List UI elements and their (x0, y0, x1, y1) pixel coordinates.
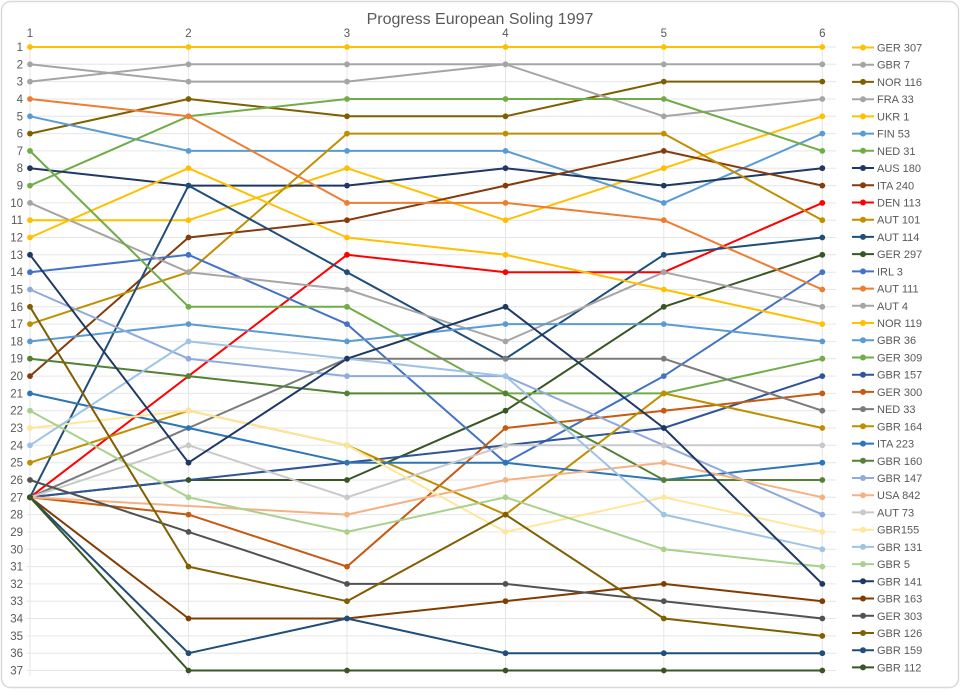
svg-text:AUT 111: AUT 111 (877, 284, 919, 296)
svg-text:AUT 4: AUT 4 (877, 301, 908, 313)
svg-text:13: 13 (10, 250, 23, 262)
svg-text:20: 20 (10, 371, 23, 383)
svg-text:27: 27 (10, 492, 23, 504)
svg-text:6: 6 (819, 28, 825, 40)
svg-text:USA 842: USA 842 (877, 490, 920, 502)
svg-text:GBR 141: GBR 141 (877, 576, 922, 588)
svg-text:AUT 114: AUT 114 (877, 232, 919, 244)
svg-text:9: 9 (17, 181, 23, 193)
svg-text:23: 23 (10, 423, 23, 435)
svg-text:AUS 180: AUS 180 (877, 163, 921, 175)
svg-text:NOR 119: NOR 119 (877, 318, 922, 330)
svg-text:NED 31: NED 31 (877, 146, 916, 158)
svg-text:22: 22 (10, 406, 23, 418)
svg-text:33: 33 (10, 596, 23, 608)
svg-text:2: 2 (17, 59, 23, 71)
svg-text:12: 12 (10, 233, 23, 245)
svg-text:Progress European Soling 1997: Progress European Soling 1997 (367, 11, 594, 28)
svg-text:7: 7 (17, 146, 23, 158)
svg-text:18: 18 (10, 336, 23, 348)
svg-text:30: 30 (10, 544, 23, 556)
svg-text:GER 303: GER 303 (877, 611, 922, 623)
svg-text:GER 307: GER 307 (877, 43, 922, 55)
svg-text:ITA 223: ITA 223 (877, 439, 914, 451)
svg-text:GER 297: GER 297 (877, 249, 922, 261)
svg-text:4: 4 (502, 28, 509, 40)
svg-text:FRA 33: FRA 33 (877, 94, 914, 106)
svg-text:NOR 116: NOR 116 (877, 77, 922, 89)
svg-text:ITA 240: ITA 240 (877, 180, 914, 192)
svg-text:GBR 131: GBR 131 (877, 542, 922, 554)
svg-text:21: 21 (10, 388, 23, 400)
svg-text:2: 2 (185, 28, 191, 40)
svg-text:3: 3 (344, 28, 350, 40)
svg-text:4: 4 (17, 94, 24, 106)
svg-text:37: 37 (10, 666, 23, 678)
svg-text:5: 5 (17, 111, 23, 123)
svg-text:NED 33: NED 33 (877, 404, 916, 416)
svg-text:GBR155: GBR155 (877, 525, 919, 537)
svg-text:14: 14 (10, 267, 23, 279)
svg-text:GBR 7: GBR 7 (877, 60, 910, 72)
svg-text:GBR 126: GBR 126 (877, 628, 922, 640)
svg-text:GBR 163: GBR 163 (877, 594, 922, 606)
svg-text:8: 8 (17, 163, 23, 175)
svg-text:GBR 5: GBR 5 (877, 559, 910, 571)
svg-text:10: 10 (10, 198, 23, 210)
svg-text:FIN 53: FIN 53 (877, 129, 910, 141)
svg-text:11: 11 (11, 215, 23, 227)
svg-text:5: 5 (661, 28, 667, 40)
svg-text:24: 24 (10, 440, 23, 452)
svg-text:1: 1 (17, 42, 23, 54)
svg-text:GBR 159: GBR 159 (877, 645, 922, 657)
svg-text:25: 25 (10, 458, 23, 470)
svg-text:GBR 157: GBR 157 (877, 370, 922, 382)
svg-text:GER 309: GER 309 (877, 353, 922, 365)
svg-text:36: 36 (10, 648, 23, 660)
svg-text:GER 300: GER 300 (877, 387, 922, 399)
svg-text:31: 31 (10, 562, 23, 574)
svg-text:GBR 164: GBR 164 (877, 421, 922, 433)
svg-text:17: 17 (10, 319, 23, 331)
svg-text:16: 16 (10, 302, 23, 314)
svg-text:IRL 3: IRL 3 (877, 266, 903, 278)
svg-text:AUT 101: AUT 101 (877, 215, 920, 227)
svg-text:GBR 147: GBR 147 (877, 473, 922, 485)
svg-text:AUT 73: AUT 73 (877, 507, 914, 519)
svg-text:15: 15 (10, 285, 23, 297)
svg-text:19: 19 (10, 354, 23, 366)
svg-text:UKR 1: UKR 1 (877, 111, 909, 123)
svg-text:1: 1 (27, 28, 33, 40)
svg-text:GBR 160: GBR 160 (877, 456, 922, 468)
svg-text:35: 35 (10, 631, 23, 643)
svg-text:DEN 113: DEN 113 (877, 198, 921, 210)
svg-text:32: 32 (10, 579, 23, 591)
svg-text:6: 6 (17, 129, 23, 141)
svg-text:28: 28 (10, 510, 23, 522)
svg-text:29: 29 (10, 527, 23, 539)
svg-text:26: 26 (10, 475, 23, 487)
svg-text:34: 34 (10, 614, 23, 626)
svg-text:GBR 36: GBR 36 (877, 335, 916, 347)
svg-text:3: 3 (17, 77, 23, 89)
svg-text:GBR 112: GBR 112 (877, 662, 921, 674)
